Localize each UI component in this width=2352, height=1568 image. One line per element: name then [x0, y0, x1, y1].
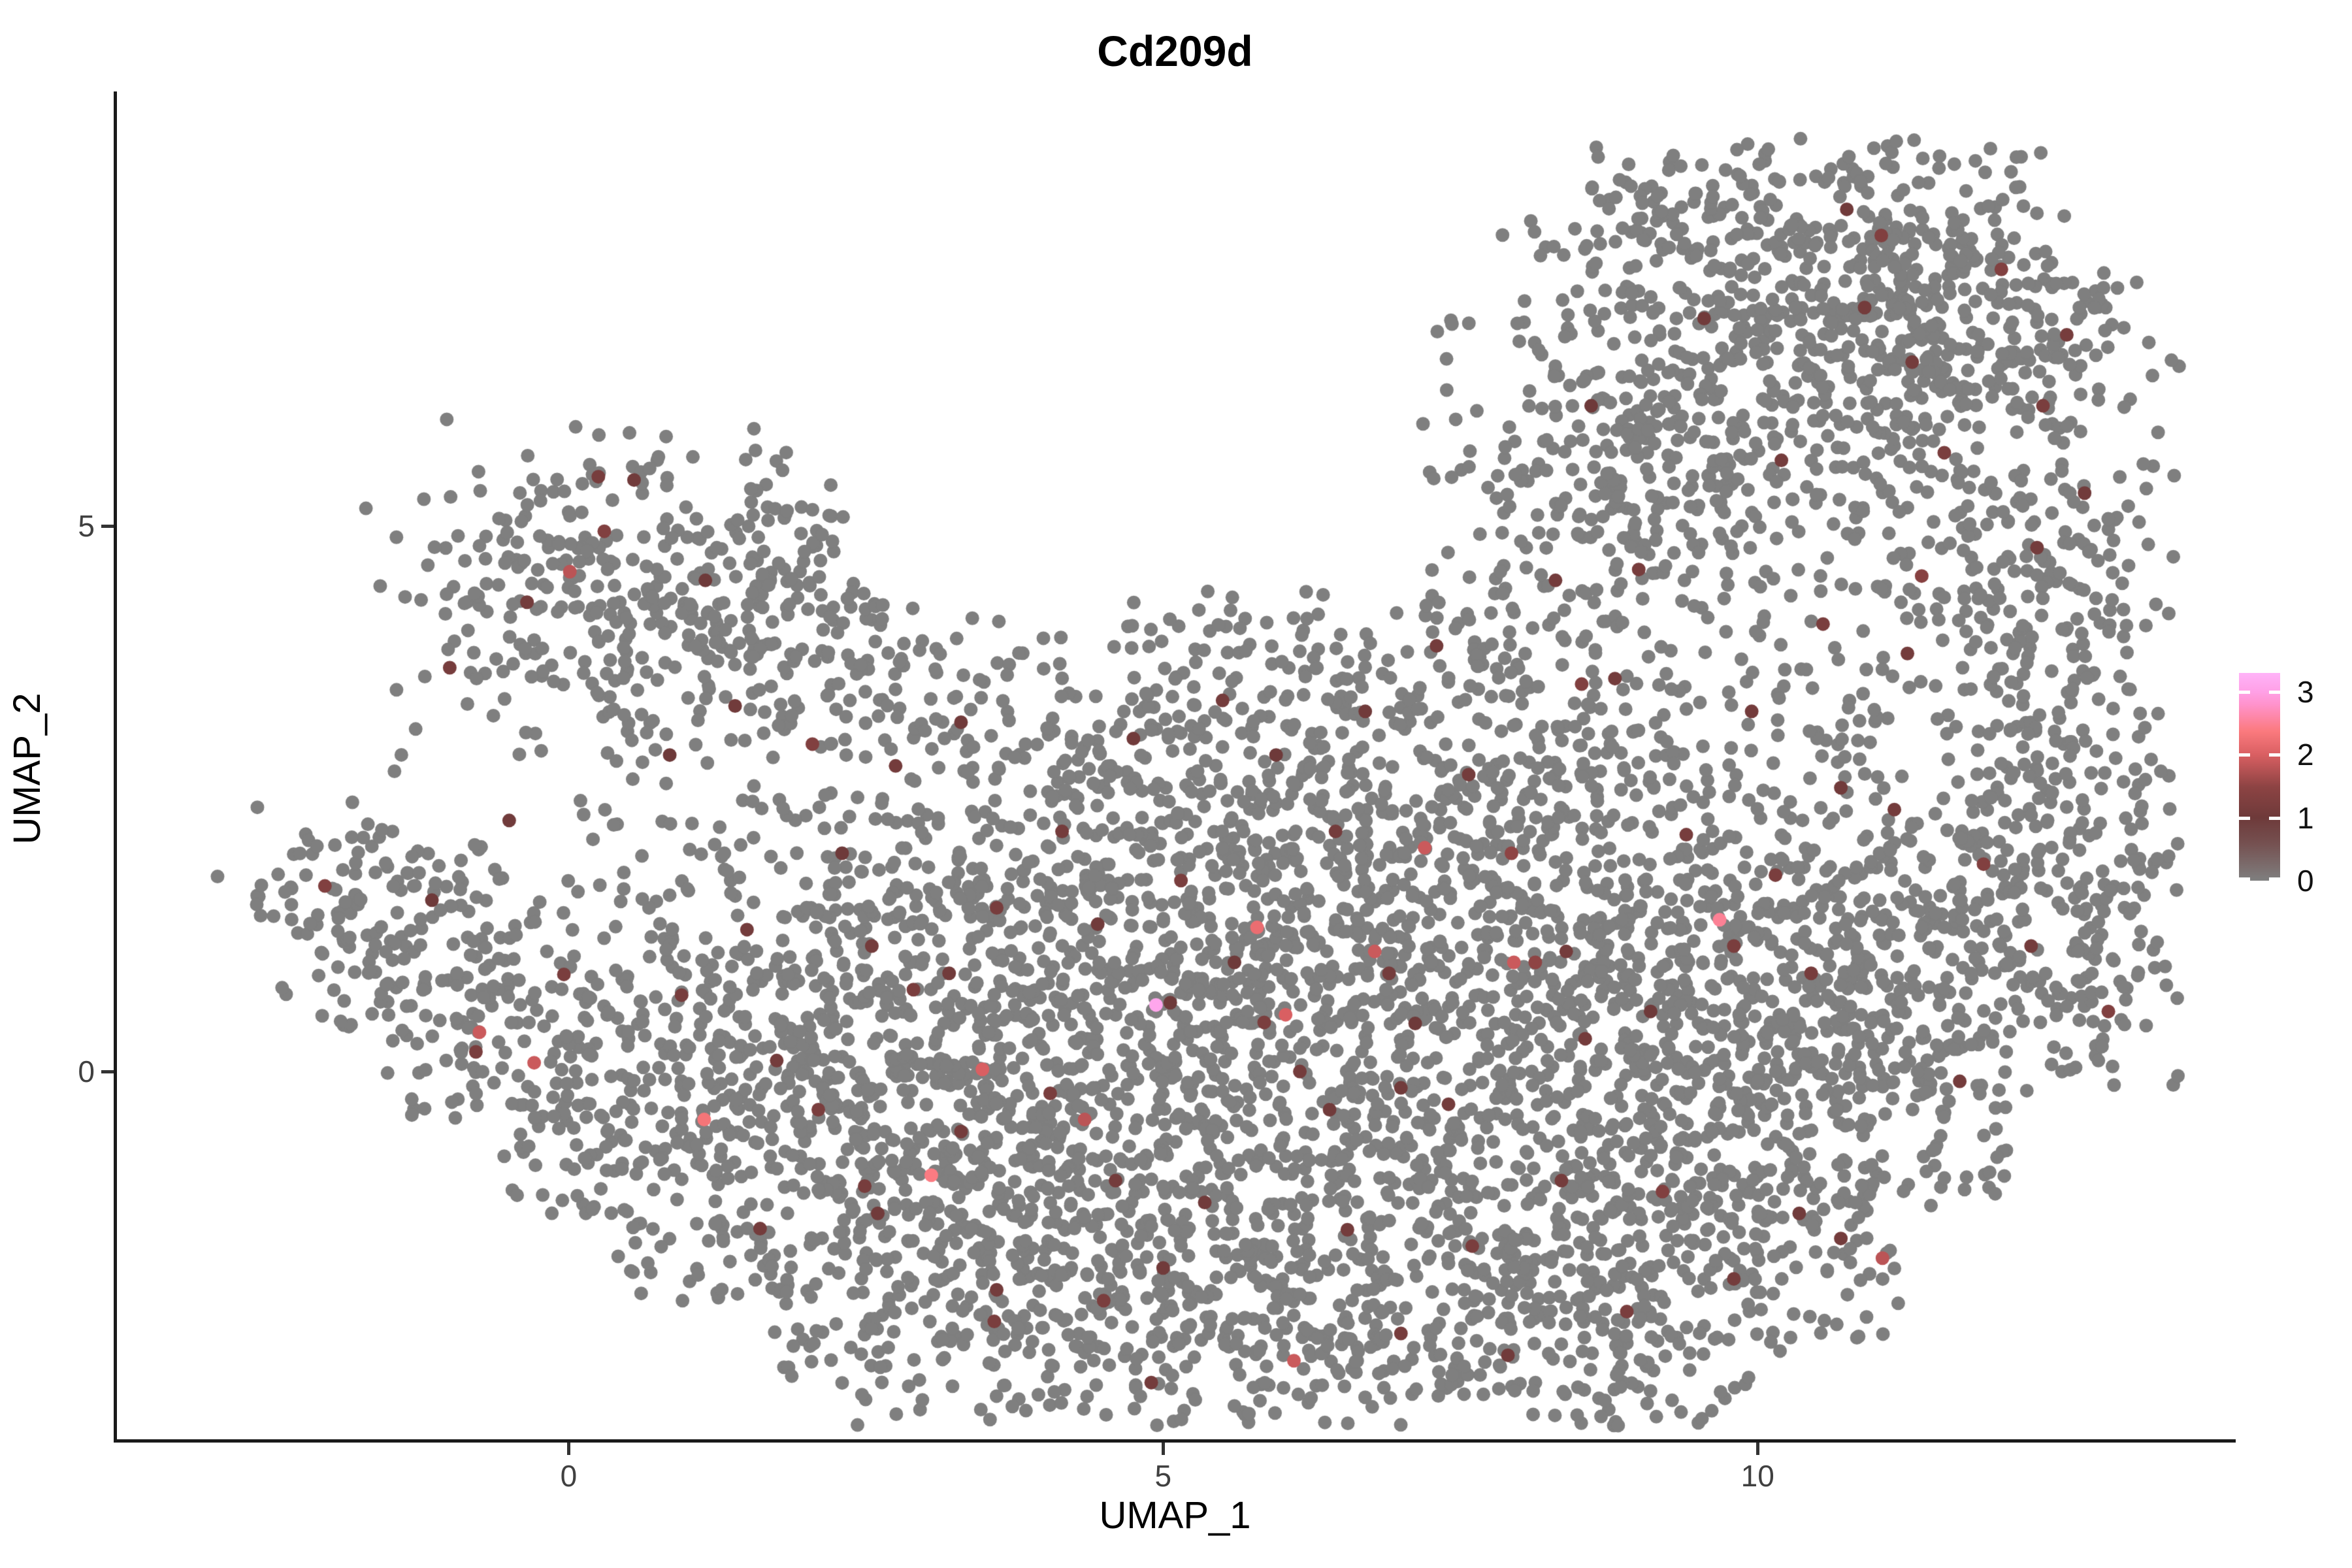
- y-tick-label: 5: [78, 508, 95, 543]
- x-axis-line: [114, 1439, 2236, 1443]
- colorbar-tick-label: 0: [2297, 864, 2314, 898]
- colorbar-tick-mark: [2239, 690, 2250, 694]
- colorbar-tick-label: 1: [2297, 800, 2314, 835]
- colorbar-tick-mark: [2239, 753, 2250, 757]
- colorbar-tick-mark: [2269, 690, 2280, 694]
- colorbar-tick-mark: [2269, 753, 2280, 757]
- x-axis-title: UMAP_1: [1099, 1494, 1251, 1537]
- colorbar-tick-mark: [2269, 877, 2280, 881]
- y-axis-title: UMAP_2: [6, 693, 48, 845]
- x-tick-mark: [1756, 1443, 1760, 1455]
- colorbar-tick-mark: [2239, 816, 2250, 820]
- y-tick-mark: [101, 1070, 114, 1074]
- x-tick-mark: [567, 1443, 571, 1455]
- colorbar-tick-mark: [2269, 816, 2280, 820]
- colorbar-tick-label: 3: [2297, 674, 2314, 709]
- x-tick-mark: [1162, 1443, 1166, 1455]
- plot-title: Cd209d: [1097, 27, 1253, 75]
- y-axis-line: [114, 91, 117, 1443]
- colorbar-tick-mark: [2239, 877, 2250, 881]
- x-tick-label: 0: [560, 1459, 578, 1493]
- x-tick-label: 5: [1154, 1459, 1172, 1493]
- y-tick-mark: [101, 524, 114, 528]
- colorbar-tick-label: 2: [2297, 738, 2314, 772]
- legend-colorbar: [2239, 673, 2280, 881]
- x-tick-label: 10: [1740, 1459, 1774, 1493]
- y-tick-label: 0: [78, 1054, 95, 1089]
